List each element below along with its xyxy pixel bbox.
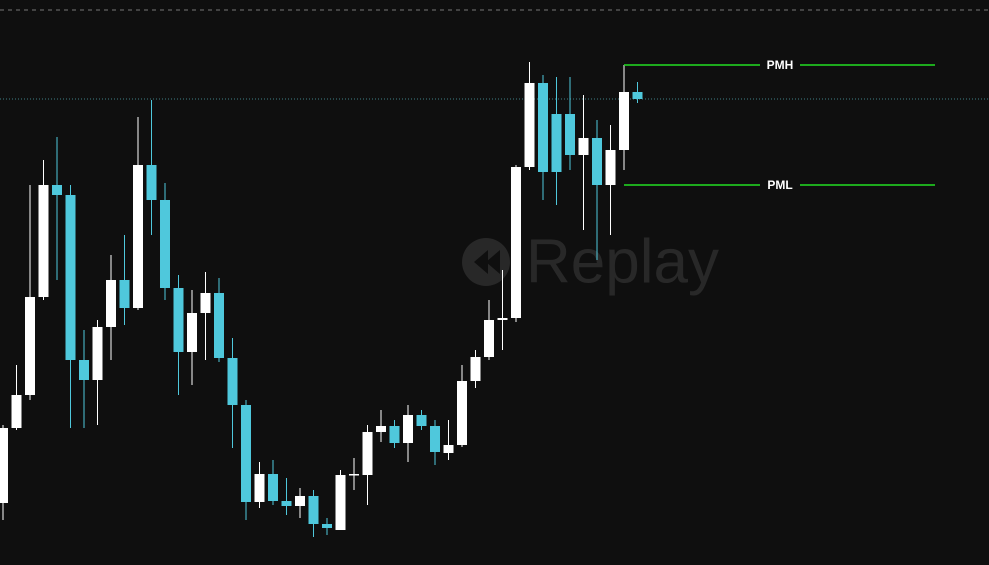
watermark: Replay	[526, 227, 719, 296]
candle-body	[0, 428, 8, 503]
candle-body	[241, 405, 251, 502]
candle-body	[497, 318, 508, 320]
watermark-icon-arrows	[474, 250, 500, 274]
candle-body	[592, 138, 602, 185]
candle-body	[403, 415, 413, 443]
candle-body	[457, 381, 467, 445]
candle-body	[25, 297, 35, 395]
candle-body	[200, 293, 211, 313]
candle-body	[632, 92, 643, 99]
candle-body	[565, 114, 575, 155]
candle-body	[376, 426, 386, 432]
candle-body	[160, 200, 170, 288]
candle-body	[146, 165, 157, 200]
candle-body	[322, 524, 332, 528]
candle-body	[281, 501, 292, 506]
candle-body	[308, 496, 319, 524]
candle-body	[524, 83, 535, 167]
candle-body	[92, 327, 103, 380]
watermark-group: Replay	[462, 227, 719, 296]
candle-body	[227, 358, 238, 405]
candle-body	[11, 395, 22, 428]
candle-body	[295, 496, 305, 506]
candle-body	[362, 432, 373, 475]
candle-body	[65, 195, 76, 360]
candle-body	[52, 185, 62, 195]
candle-body	[484, 320, 494, 357]
candle-body	[106, 280, 116, 327]
candle-body	[430, 426, 440, 452]
candle-body	[254, 474, 265, 502]
candle-body	[389, 426, 400, 443]
candle-body	[619, 92, 629, 150]
candle-body	[416, 415, 427, 426]
candle-body	[133, 165, 143, 308]
candle-body	[173, 288, 184, 352]
candle-body	[538, 83, 548, 172]
candle-body	[38, 185, 49, 297]
level-label: PML	[767, 178, 792, 192]
candle-body	[605, 150, 616, 185]
candle-body	[214, 293, 224, 358]
candle-body	[79, 360, 89, 380]
level-label: PMH	[767, 58, 794, 72]
candle-body	[335, 475, 346, 530]
candle-body	[119, 280, 130, 308]
candle-body	[443, 445, 454, 453]
candle-body	[511, 167, 521, 318]
candle-body	[349, 474, 359, 476]
candle-body	[268, 474, 278, 501]
candle-body	[578, 138, 589, 155]
candle-body	[187, 313, 197, 352]
candle-body	[551, 114, 562, 172]
candle-body	[470, 357, 481, 381]
